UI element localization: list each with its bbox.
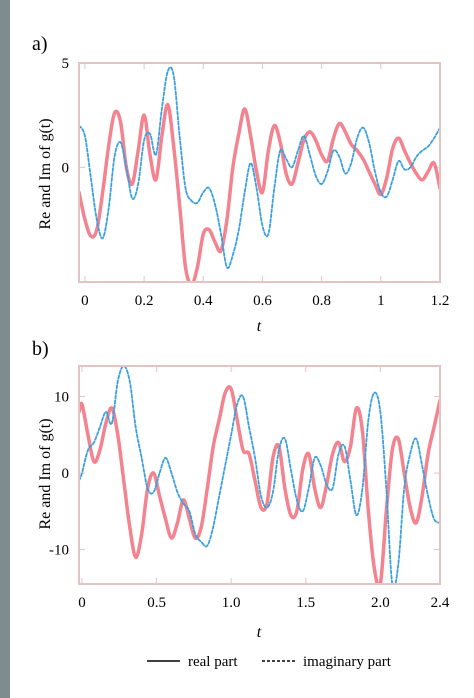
panel-b-xtick-label: 0.5 [147, 595, 166, 611]
panel-b-xtick-label: 1.5 [296, 595, 315, 611]
legend-imag-label: imaginary part [303, 654, 392, 670]
panel-a-ticks: 0 0.2 0.4 0.6 0.8 1 1.2 5 0 [62, 56, 450, 309]
panel-b-ylabel: Re and Im of g(t) [37, 418, 54, 529]
panel-a-ytick-label: 5 [62, 56, 70, 72]
panel-b-xtick-label: 2.4 [431, 595, 450, 611]
panel-a-xtick-label: 0 [81, 293, 89, 309]
panel-a-label: a) [32, 33, 48, 55]
panel-a-imag-line [80, 66, 439, 270]
panel-a-ytick-label: 0 [62, 160, 70, 176]
panel-b-ticks: 0 0.5 1.0 1.5 2.0 2.4 10 0 -10 [49, 366, 450, 611]
panel-a-xtick-label: 0.4 [194, 293, 213, 309]
panel-b: b) Re and Im of g(t) 0 0.5 1.0 1.5 2.0 2.4100… [32, 338, 450, 641]
left-edge-bar [0, 0, 10, 698]
panel-b-xtick-label: 1.0 [222, 595, 241, 611]
panel-a-xlabel: t [257, 318, 262, 335]
panel-b-real-line [80, 385, 439, 583]
legend-real-label: real part [188, 654, 238, 670]
panel-b-label: b) [32, 338, 49, 360]
panel-a: a) Re and Im of g(t) 0 0.2 0.4 0.6 0.8 1 1.250… [32, 33, 449, 335]
panel-a-real-line [80, 102, 439, 281]
panel-a-xtick-label: 0.8 [312, 293, 331, 309]
panel-b-series [80, 367, 439, 583]
panel-b-ytick-label: 10 [54, 390, 69, 406]
panel-b-xtick-label: 2.0 [371, 595, 390, 611]
legend: real part imaginary part [147, 654, 392, 670]
panel-b-xlabel: t [257, 624, 262, 641]
panel-b-ytick-label: -10 [49, 543, 69, 559]
panel-a-xtick-label: 1.2 [431, 293, 450, 309]
panel-a-series [80, 66, 439, 281]
panel-a-ylabel: Re and Im of g(t) [37, 118, 54, 229]
panel-a-xtick-label: 0.6 [253, 293, 272, 309]
panel-a-xtick-label: 1 [377, 293, 385, 309]
panel-b-xtick-label: 0 [78, 595, 86, 611]
panel-b-imag-line [80, 367, 439, 583]
panel-b-ytick-label: 0 [62, 466, 70, 482]
panel-b-frame [78, 365, 441, 585]
panel-a-xtick-label: 0.2 [135, 293, 154, 309]
